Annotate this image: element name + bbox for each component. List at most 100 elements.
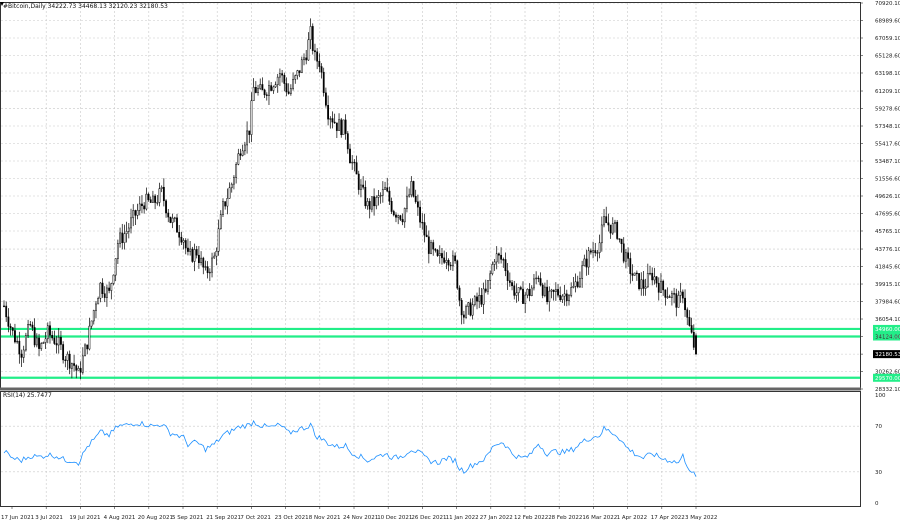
- candle-body: [305, 57, 308, 61]
- candle-body: [11, 327, 14, 331]
- candle-body: [171, 217, 174, 223]
- candle-body: [112, 274, 115, 284]
- candle-body: [679, 291, 682, 296]
- candle-body: [165, 200, 167, 214]
- candle-body: [554, 289, 557, 292]
- candle-body: [600, 224, 603, 244]
- price-tick-label: 57348.10: [875, 124, 900, 130]
- candle-body: [403, 208, 406, 223]
- time-tick-label: 24 Nov 2021: [343, 515, 378, 521]
- candle-body: [261, 84, 264, 91]
- candle-body: [563, 293, 566, 297]
- candle-body: [502, 259, 505, 261]
- candle-body: [677, 295, 680, 308]
- candle-body: [614, 221, 616, 224]
- candle-body: [158, 188, 161, 203]
- candle-body: [31, 324, 34, 328]
- candle-body: [399, 215, 402, 220]
- price-tick-label: 55417.60: [875, 142, 900, 148]
- candle-body: [666, 296, 669, 298]
- candle-body: [154, 195, 157, 203]
- chart-header: #Bitcoin,Daily 34222.73 34468.13 32120.2…: [3, 3, 168, 10]
- candle-body: [259, 84, 262, 89]
- candle-body: [106, 287, 108, 298]
- rsi-tick-label: 100: [875, 393, 886, 399]
- candle-body: [423, 222, 426, 236]
- candle-body: [605, 216, 608, 224]
- candle-body: [325, 92, 327, 106]
- candle-body: [254, 86, 257, 93]
- candle-body: [62, 344, 65, 361]
- candle-body: [392, 211, 395, 216]
- candle-body: [169, 216, 172, 223]
- candle-body: [432, 242, 435, 250]
- candle-body: [141, 203, 143, 207]
- candle-body: [513, 285, 516, 296]
- candle-body: [434, 248, 437, 251]
- candle-body: [568, 295, 570, 302]
- candle-body: [692, 332, 695, 348]
- candle-body: [620, 238, 623, 245]
- candle-body: [579, 278, 581, 288]
- candle-body: [384, 187, 386, 190]
- candle-body: [79, 368, 82, 373]
- candle-body: [539, 278, 542, 286]
- candle-body: [130, 217, 132, 229]
- candle-body: [631, 273, 634, 276]
- candle-body: [33, 327, 36, 346]
- price-tick-label: 49626.10: [875, 194, 900, 200]
- candle-body: [38, 337, 40, 349]
- candle-body: [195, 249, 198, 256]
- candle-body: [633, 272, 636, 276]
- support-price-tag: [873, 332, 900, 341]
- candle-body: [489, 273, 492, 281]
- candle-body: [7, 316, 10, 327]
- candle-body: [644, 286, 647, 289]
- candle-body: [401, 219, 404, 223]
- candle-body: [252, 86, 255, 101]
- time-tick-label: 11 Jan 2022: [446, 515, 479, 521]
- rsi-line-group: [3, 419, 697, 477]
- candle-body: [410, 181, 413, 196]
- dropdown-arrow-icon[interactable]: [0, 2, 4, 6]
- time-tick-label: 16 Mar 2022: [582, 515, 617, 521]
- candle-body: [504, 259, 507, 272]
- candle-body: [178, 231, 181, 238]
- candle-body: [572, 286, 575, 288]
- candle-body: [143, 205, 146, 210]
- candle-body: [427, 236, 430, 254]
- candle-body: [436, 250, 439, 256]
- candle-body: [506, 270, 509, 281]
- candle-body: [272, 86, 275, 91]
- candle-body: [482, 288, 485, 305]
- candle-body: [298, 70, 301, 73]
- candle-body: [246, 130, 248, 146]
- candle-body: [377, 195, 380, 198]
- candle-body: [397, 215, 400, 218]
- candle-body: [44, 338, 47, 343]
- candle-body: [84, 344, 86, 357]
- time-tick-label: 12 Feb 2022: [514, 515, 548, 521]
- candle-body: [673, 293, 676, 295]
- candle-body: [49, 325, 51, 336]
- candle-body: [257, 88, 259, 93]
- candle-body: [276, 76, 279, 85]
- time-tick-label: 23 Oct 2021: [275, 515, 309, 521]
- price-tick-label: 30262.60: [875, 370, 900, 376]
- price-tick-label: 67059.10: [875, 36, 900, 42]
- candle-body: [162, 186, 165, 202]
- candle-body: [92, 310, 95, 322]
- candle-body: [127, 227, 130, 232]
- candle-body: [493, 261, 496, 265]
- candle-body: [55, 343, 58, 346]
- time-tick-label: 26 Dec 2021: [411, 515, 446, 521]
- candle-body: [583, 258, 586, 267]
- candle-body: [515, 292, 518, 296]
- candle-body: [390, 201, 393, 212]
- candle-body: [309, 26, 312, 41]
- candle-body: [222, 201, 224, 215]
- price-tick-label: 39915.10: [875, 282, 900, 288]
- price-tick-label: 68989.60: [875, 18, 900, 24]
- time-tick-label: 5 Sep 2021: [172, 515, 203, 521]
- candle-body: [86, 344, 89, 350]
